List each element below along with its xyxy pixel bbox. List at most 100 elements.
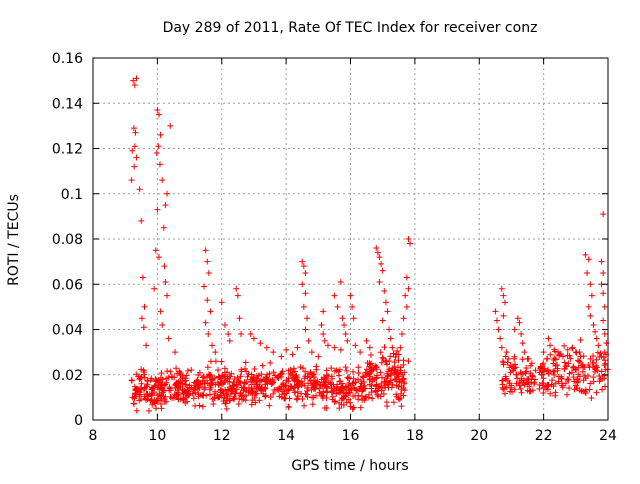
- data-point: [377, 349, 384, 356]
- data-point: [401, 369, 408, 376]
- data-point: [162, 278, 169, 285]
- data-point: [155, 381, 162, 388]
- x-axis-title: GPS time / hours: [291, 458, 408, 474]
- data-point: [598, 258, 605, 265]
- data-point: [511, 365, 518, 372]
- data-point: [293, 396, 300, 403]
- data-point: [376, 254, 383, 261]
- data-point: [511, 326, 518, 333]
- data-point: [339, 315, 346, 322]
- data-point: [343, 367, 350, 374]
- data-point: [313, 392, 320, 399]
- data-point: [518, 377, 525, 384]
- data-point: [323, 384, 330, 391]
- data-point: [188, 367, 195, 374]
- y-tick-label: 0.04: [52, 323, 83, 339]
- data-point: [360, 378, 367, 385]
- data-point: [540, 349, 547, 356]
- data-point: [242, 359, 249, 366]
- data-point: [518, 331, 525, 338]
- data-point: [143, 342, 150, 349]
- data-point: [380, 355, 387, 362]
- data-point: [559, 353, 566, 360]
- data-point: [395, 351, 402, 358]
- data-point: [527, 362, 534, 369]
- data-point: [518, 389, 525, 396]
- data-point: [280, 379, 287, 386]
- data-point: [403, 274, 410, 281]
- data-point: [133, 385, 140, 392]
- data-point: [360, 374, 367, 381]
- data-point: [154, 392, 161, 399]
- data-point: [503, 384, 510, 391]
- data-point: [545, 335, 552, 342]
- data-point: [364, 360, 371, 367]
- data-point: [334, 303, 341, 310]
- data-point: [391, 359, 398, 366]
- data-point: [500, 386, 507, 393]
- y-tick-label: 0.1: [61, 187, 83, 203]
- x-tick-label: 16: [342, 428, 360, 444]
- data-point: [497, 335, 504, 342]
- data-point: [390, 399, 397, 406]
- data-point: [503, 349, 510, 356]
- data-point: [322, 378, 329, 385]
- data-point: [374, 391, 381, 398]
- data-point: [233, 285, 240, 292]
- data-point: [587, 312, 594, 319]
- data-point: [498, 344, 505, 351]
- data-point: [563, 391, 570, 398]
- data-point: [301, 382, 308, 389]
- data-point: [172, 349, 179, 356]
- data-point: [177, 370, 184, 377]
- data-point: [313, 363, 320, 370]
- data-point: [358, 383, 365, 390]
- data-point: [394, 347, 401, 354]
- data-points: [128, 75, 611, 414]
- data-point: [492, 308, 499, 315]
- data-point: [594, 349, 601, 356]
- data-point: [381, 379, 388, 386]
- data-point: [340, 389, 347, 396]
- data-point: [141, 369, 148, 376]
- data-point: [524, 355, 531, 362]
- data-point: [156, 161, 163, 168]
- data-point: [309, 371, 316, 378]
- data-point: [536, 369, 543, 376]
- data-point: [523, 368, 530, 375]
- data-point: [377, 393, 384, 400]
- data-point: [349, 380, 356, 387]
- grid: [93, 58, 608, 420]
- axis-ticks: [92, 57, 609, 421]
- data-point: [504, 359, 511, 366]
- data-point: [133, 371, 140, 378]
- data-point: [564, 352, 571, 359]
- data-point: [387, 335, 394, 342]
- data-point: [310, 386, 317, 393]
- data-point: [218, 299, 225, 306]
- x-tick-label: 20: [470, 428, 488, 444]
- data-point: [162, 393, 169, 400]
- data-point: [234, 374, 241, 381]
- data-point: [236, 378, 243, 385]
- data-point: [367, 351, 374, 358]
- data-point: [358, 378, 365, 385]
- data-point: [204, 364, 211, 371]
- data-point: [231, 376, 238, 383]
- data-point: [346, 387, 353, 394]
- data-point: [159, 321, 166, 328]
- data-point: [587, 355, 594, 362]
- data-point: [138, 315, 145, 322]
- data-point: [601, 372, 608, 379]
- data-point: [165, 335, 172, 342]
- data-point: [387, 353, 394, 360]
- data-point: [366, 344, 373, 351]
- data-point: [407, 240, 414, 247]
- data-point: [384, 403, 391, 410]
- data-point: [251, 366, 258, 373]
- data-point: [128, 177, 135, 184]
- data-point: [201, 283, 208, 290]
- data-point: [577, 337, 584, 344]
- data-point: [507, 369, 514, 376]
- data-point: [248, 371, 255, 378]
